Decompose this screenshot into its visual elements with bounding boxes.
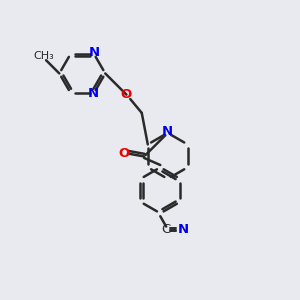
Text: CH₃: CH₃ <box>33 51 54 62</box>
Text: C: C <box>162 223 171 236</box>
Text: N: N <box>162 125 173 138</box>
Text: N: N <box>88 87 99 101</box>
Text: N: N <box>177 223 188 236</box>
Text: O: O <box>121 88 132 101</box>
Text: N: N <box>88 46 100 59</box>
Text: O: O <box>118 147 129 160</box>
